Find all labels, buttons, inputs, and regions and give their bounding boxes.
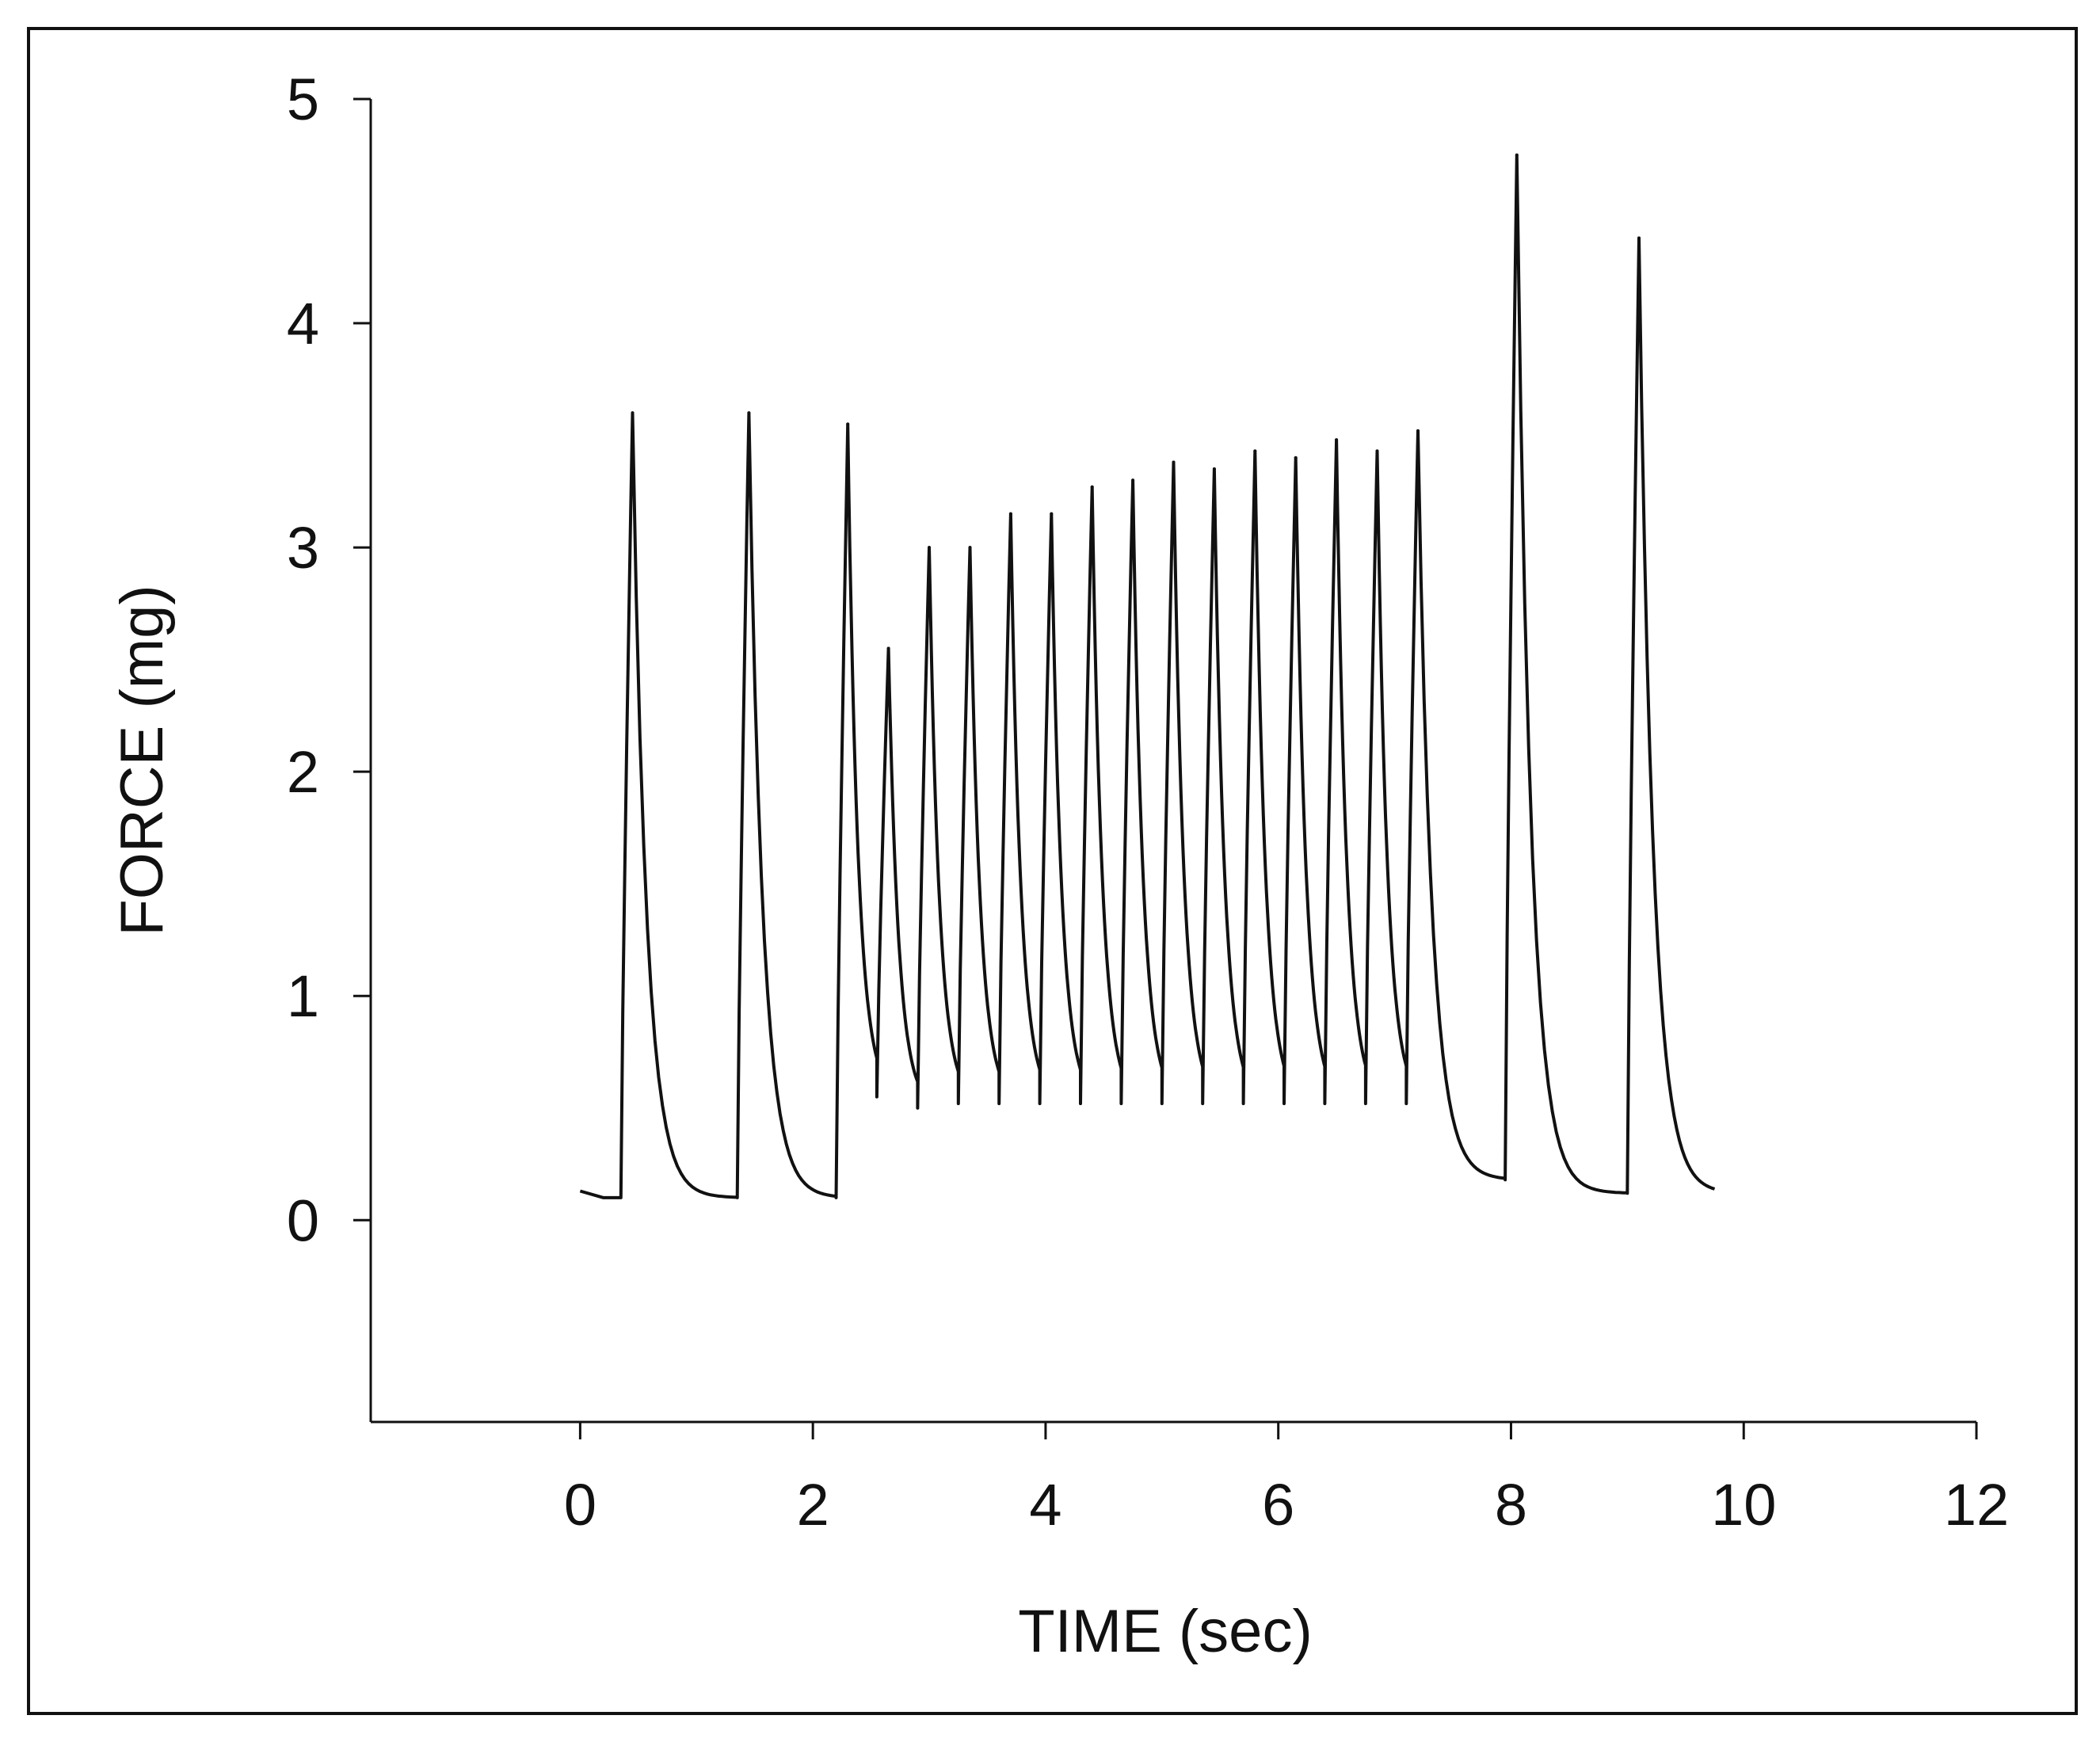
twitch-peak-point [1090,485,1094,489]
x-tick-label: 12 [1944,1472,2009,1538]
twitch-peak-point [1253,449,1257,453]
twitch-peak-point [846,422,850,426]
twitch-peak-point [1515,153,1519,157]
x-tick-label: 4 [1029,1472,1061,1538]
x-axis-title: TIME (sec) [1018,1598,1313,1665]
twitch-peak-point [1172,460,1176,464]
x-tick-label: 10 [1711,1472,1776,1538]
y-tick-label: 0 [287,1187,319,1253]
twitch-peak-point [1637,236,1641,240]
y-tick-label: 3 [287,515,319,581]
y-tick-label: 2 [287,739,319,805]
chart-frame [27,27,2078,1715]
x-tick-label: 2 [797,1472,829,1538]
x-axis-ticks: 0 2 4 6 8 10 12 [564,1422,2009,1538]
twitch-peak-point [928,546,931,550]
chart-axes [369,99,1976,1424]
y-tick-label: 4 [287,291,319,356]
twitch-peak-point [747,411,751,415]
y-tick-label: 5 [287,67,319,132]
twitch-peak-point [631,411,635,415]
force-trace-line [579,153,1716,1199]
twitch-peak-point [1212,467,1216,471]
twitch-peak-point [1375,449,1379,453]
twitch-peak-point [1131,478,1135,482]
twitch-peak-point [1008,512,1012,516]
x-tick-label: 0 [564,1472,596,1538]
y-axis-title: FORCE (mg) [109,585,176,936]
twitch-peak-point [968,546,972,550]
twitch-peak-point [1050,512,1054,516]
y-axis-ticks: 0 1 2 3 4 5 [287,67,371,1253]
x-tick-label: 6 [1262,1472,1294,1538]
twitch-peak-point [1294,456,1298,459]
twitch-peak-point [886,646,890,650]
force-trace-layer [579,153,1716,1199]
twitch-peak-point [1416,429,1420,433]
twitch-peak-point [1335,438,1339,442]
y-tick-label: 1 [287,963,319,1029]
x-tick-label: 8 [1495,1472,1527,1538]
